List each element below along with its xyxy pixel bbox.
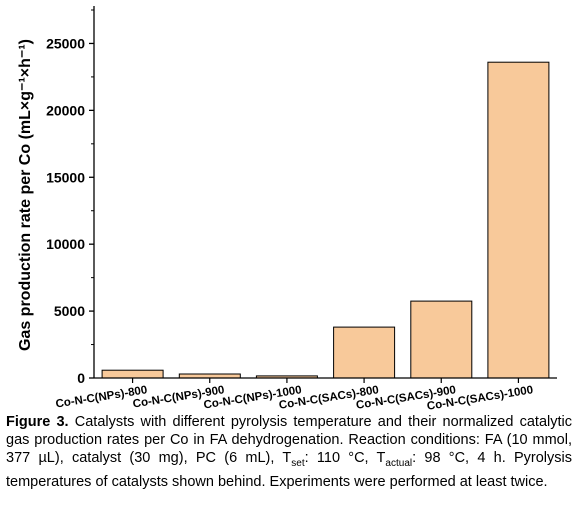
bar-6 [487,61,550,379]
caption-label: Figure 3. [6,414,69,430]
y-tick-label: 20000 [46,102,85,118]
y-tick-label: 0 [77,370,85,386]
bar-5 [410,300,473,379]
caption-text-1: Catalysts with different pyrolysis tempe… [6,414,572,466]
figure-caption: Figure 3. Catalysts with different pyrol… [6,413,572,491]
y-tick-label: 5000 [54,303,85,319]
y-tick-label: 15000 [46,169,85,185]
caption-text-2: : 110 °C, T [304,450,386,466]
bar-1 [101,369,164,379]
y-tick-label: 25000 [46,35,85,51]
y-axis-label: Gas production rate per Co (mL×g⁻¹×h⁻¹) [17,39,34,351]
caption-text-3: : 98 °C, 4 h. Pyrolysis temperatures of … [6,450,573,490]
y-tick-label: 10000 [46,236,85,252]
caption-sub-set: set [291,457,305,469]
caption-sub-actual: actual [385,457,413,469]
bar-4 [333,326,396,379]
